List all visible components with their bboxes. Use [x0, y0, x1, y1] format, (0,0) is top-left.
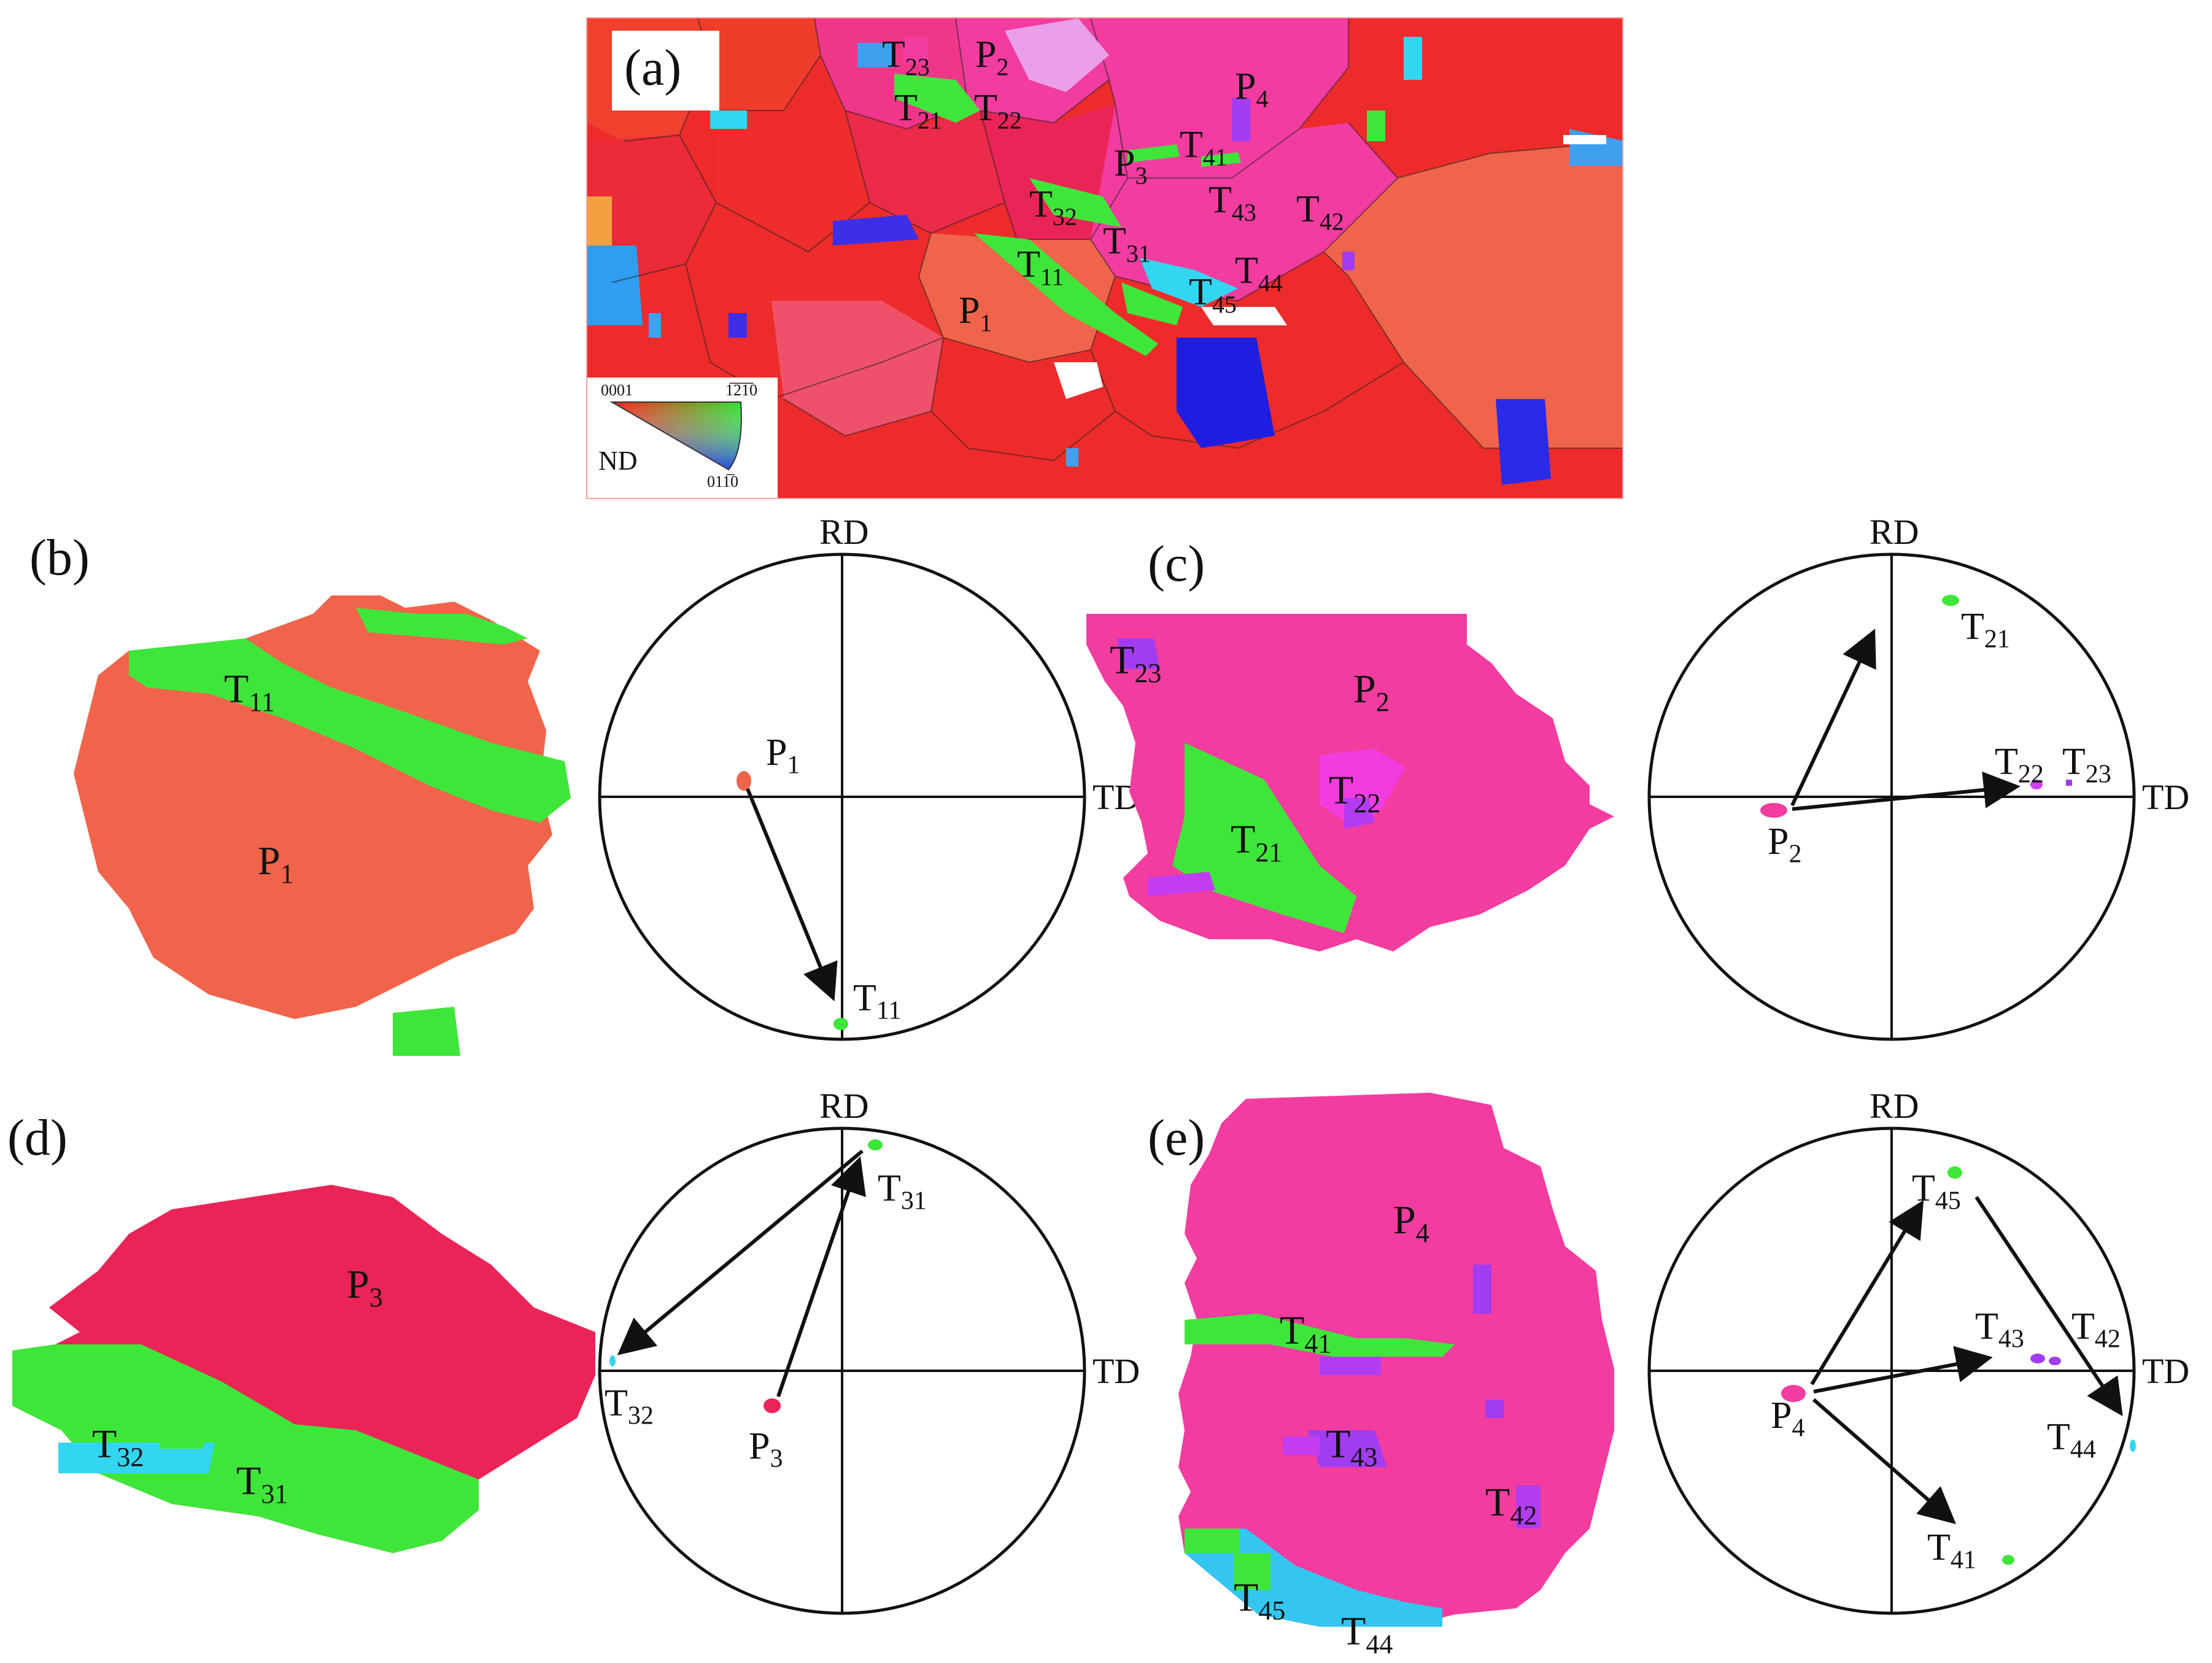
pole-figure-e [1647, 1126, 2136, 1615]
grain-d-t31-label: T31 [236, 1459, 288, 1510]
pf-e-p4: P4 [1771, 1395, 1805, 1443]
pf-e-t42: T42 [2071, 1306, 2121, 1354]
pf-c-p2: P2 [1768, 821, 1802, 869]
pf-c-rd-label: RD [1870, 512, 1919, 552]
pf-c-td-label: TD [2142, 777, 2190, 817]
map-label-t41: T41 [1180, 124, 1228, 171]
pf-e-rd-label: RD [1870, 1086, 1919, 1126]
pf-e-td-label: TD [2142, 1351, 2190, 1391]
map-label-t11: T11 [1017, 244, 1064, 291]
map-label-t43: T43 [1208, 179, 1256, 227]
grain-p1-map [74, 595, 571, 1056]
panel-b-label: (b) [29, 529, 90, 586]
map-label-t32: T32 [1029, 184, 1077, 231]
ebsd-orientation-map: (a) T23 P2 P4 T21 T22 T41 P3 T32 T43 T42… [586, 17, 1623, 499]
legend-corner-0001: 0001 [601, 381, 633, 399]
panel-e-label: (e) [1148, 1109, 1205, 1166]
pf-e-t44: T44 [2047, 1416, 2096, 1464]
grain-d-t32-label: T32 [92, 1422, 144, 1473]
pf-d-td-label: TD [1092, 1351, 1140, 1391]
map-label-t23: T23 [882, 34, 930, 81]
legend-corner-1210: 1̅2̅1̅0 [725, 381, 757, 399]
pf-e-t45: T45 [1912, 1168, 1961, 1215]
pole-figure-b [598, 552, 1086, 1041]
pf-e-t41: T41 [1927, 1527, 1976, 1575]
grain-c-parent-label: P2 [1353, 667, 1390, 718]
map-label-t31: T31 [1103, 220, 1151, 268]
grain-e-t44-label: T44 [1341, 1609, 1393, 1660]
panel-a-label: (a) [624, 39, 682, 96]
pf-b-t11: T11 [853, 977, 902, 1025]
grain-e-t41-label: T41 [1280, 1308, 1332, 1359]
grain-e-t45-label: T45 [1234, 1575, 1286, 1626]
grain-c-t22-label: T22 [1329, 768, 1381, 819]
panel-a-label-box: (a) [612, 31, 719, 110]
ipf-triangle [609, 401, 742, 471]
map-label-t22: T22 [974, 87, 1022, 134]
map-label-p2: P2 [975, 34, 1009, 81]
map-label-p4: P4 [1235, 66, 1269, 113]
pf-d-p3: P3 [749, 1425, 783, 1473]
map-label-t42: T42 [1296, 188, 1344, 236]
grain-b-twin-label: T11 [224, 667, 275, 718]
pf-e-t43: T43 [1975, 1306, 2024, 1354]
grain-b-parent-label: P1 [258, 839, 294, 890]
ipf-color-legend: 0001 1̅2̅1̅0 011̅0 ND [587, 378, 778, 498]
grain-d-parent-label: P3 [347, 1262, 383, 1313]
pf-b-p1: P1 [766, 732, 800, 780]
grain-e-t42-label: T42 [1485, 1480, 1537, 1531]
legend-corner-0110: 011̅0 [707, 473, 739, 490]
pf-d-rd-label: RD [819, 1086, 869, 1126]
map-label-t44: T44 [1235, 250, 1283, 297]
pf-c-t23: T23 [2062, 741, 2111, 789]
map-label-p1: P1 [959, 290, 992, 337]
pf-c-t21: T21 [1961, 606, 2010, 654]
map-label-t45: T45 [1189, 271, 1237, 319]
grain-e-t43-label: T43 [1326, 1422, 1378, 1473]
grain-c-t23-label: T23 [1110, 638, 1162, 689]
ebsd-map-graphic [587, 18, 1622, 498]
pole-figure-d [598, 1126, 1086, 1615]
pole-figure-c [1647, 552, 2136, 1041]
grain-p2-map [1086, 614, 1614, 952]
grain-p4-map [1178, 1093, 1614, 1627]
grain-e-parent-label: P4 [1393, 1198, 1429, 1249]
grain-c-t21-label: T21 [1231, 817, 1283, 868]
map-label-p3: P3 [1114, 142, 1148, 190]
pf-d-t31: T31 [878, 1168, 927, 1215]
panel-c-label: (c) [1148, 535, 1205, 592]
legend-nd-label: ND [598, 446, 638, 476]
panel-d-label: (d) [7, 1109, 68, 1166]
pf-d-t32: T32 [605, 1382, 654, 1430]
pf-c-t22: T22 [1995, 741, 2044, 789]
pf-b-rd-label: RD [819, 512, 869, 552]
map-label-t21: T21 [894, 87, 942, 134]
grain-p3-map [12, 1185, 595, 1553]
